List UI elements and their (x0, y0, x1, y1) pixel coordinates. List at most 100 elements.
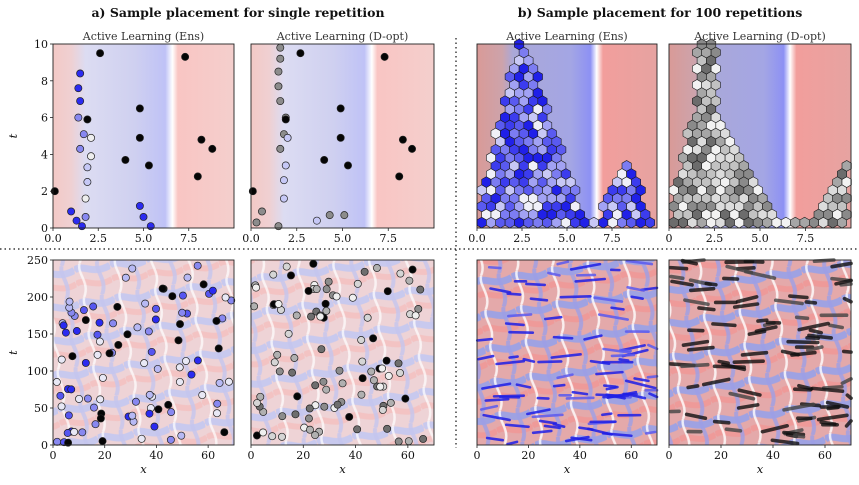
sample-trail (839, 282, 853, 287)
sample-point (324, 277, 333, 286)
sample-trail (633, 377, 650, 383)
x-axis-label: x (564, 462, 571, 476)
sample-trail (810, 386, 845, 393)
sample-trail (482, 413, 511, 422)
sample-trail (556, 373, 574, 380)
sample-trail (681, 339, 710, 347)
sample-point (95, 337, 104, 346)
sample-point (345, 413, 354, 421)
sample-point (292, 311, 301, 320)
sample-point (152, 304, 160, 313)
sample-point (270, 358, 279, 367)
sample-point (63, 429, 72, 437)
x-axis-label: x (757, 462, 764, 476)
x-tick-label: 2.5 (706, 232, 724, 245)
sample-trail (687, 328, 705, 333)
sample-point (70, 428, 79, 436)
sample-trail (732, 302, 760, 309)
sample-point (384, 371, 393, 380)
sample-point (193, 261, 202, 270)
sample-trail (780, 349, 800, 357)
sample-point (325, 211, 334, 220)
sample-trail (728, 391, 756, 401)
sample-point (135, 133, 144, 142)
sample-trail (735, 295, 759, 304)
panel-title: Active Learning (D-opt) (276, 30, 409, 43)
sample-point (74, 84, 83, 93)
y-tick-label: 4 (41, 148, 48, 161)
sample-trail (495, 359, 526, 366)
sample-point (98, 437, 107, 446)
x-tick-label: 0 (666, 449, 673, 462)
x-tick-label: 5.0 (135, 232, 153, 245)
sample-point (213, 409, 221, 418)
sample-point (358, 357, 367, 366)
sample-point (164, 400, 173, 409)
sample-point (378, 405, 387, 414)
sample-trail (537, 360, 563, 364)
sample-trail (583, 334, 603, 341)
sample-point (306, 425, 314, 434)
sample-point (320, 155, 329, 164)
sample-point (252, 283, 261, 292)
sample-trail (552, 422, 566, 428)
sample-point (316, 312, 325, 321)
sample-point (144, 327, 153, 336)
sample-point (273, 350, 282, 359)
sample-point (181, 52, 190, 61)
sample-trail (570, 436, 593, 442)
sample-point (332, 292, 341, 301)
sample-point (79, 306, 88, 315)
sample-point (193, 356, 202, 365)
sample-point (296, 49, 305, 58)
sample-trail (782, 402, 816, 412)
sample-trail (475, 337, 494, 342)
sample-point (383, 424, 392, 433)
panel-frame (476, 259, 658, 446)
sample-trail (506, 313, 533, 318)
panel-b-top-ens: Active Learning (Ens) 0.0 2.5 5.0 7.5 (468, 30, 658, 245)
sample-point (135, 104, 144, 113)
x-tick-label: 5.0 (558, 232, 576, 245)
sample-point (67, 207, 76, 216)
sample-point (276, 54, 285, 63)
sample-point (197, 135, 206, 144)
sample-point (248, 187, 257, 196)
sample-trail (760, 423, 789, 434)
sample-point (253, 399, 262, 407)
x-tick-label: 0 (666, 232, 673, 245)
sample-point (252, 218, 261, 227)
sample-point (144, 161, 153, 170)
sample-trail (630, 295, 644, 300)
sample-point (250, 302, 259, 311)
sample-point (348, 293, 357, 302)
sample-trail (485, 436, 505, 442)
sample-point (147, 347, 156, 356)
sample-point (91, 420, 100, 429)
sample-point (373, 264, 381, 272)
sample-point (276, 97, 285, 105)
sample-trail (578, 426, 594, 431)
sample-point (311, 381, 320, 390)
sample-trail (834, 278, 853, 286)
density-hexagon (780, 216, 791, 229)
sample-point (369, 334, 378, 343)
sample-trail (595, 370, 624, 376)
sample-point (215, 378, 224, 387)
sample-point (64, 438, 73, 447)
sample-point (79, 130, 88, 139)
sample-point (81, 194, 90, 203)
sample-point (256, 392, 265, 401)
sample-point (274, 82, 283, 91)
sample-point (311, 431, 320, 440)
y-tick-label: 8 (41, 75, 48, 88)
sample-point (386, 398, 395, 407)
sample-point (363, 313, 372, 322)
sample-point (174, 336, 183, 345)
sample-trail (605, 393, 626, 400)
x-tick-label: 40 (149, 449, 163, 462)
x-tick-label: 7.5 (180, 232, 198, 245)
sample-point (416, 285, 425, 294)
sample-trail (680, 258, 698, 266)
